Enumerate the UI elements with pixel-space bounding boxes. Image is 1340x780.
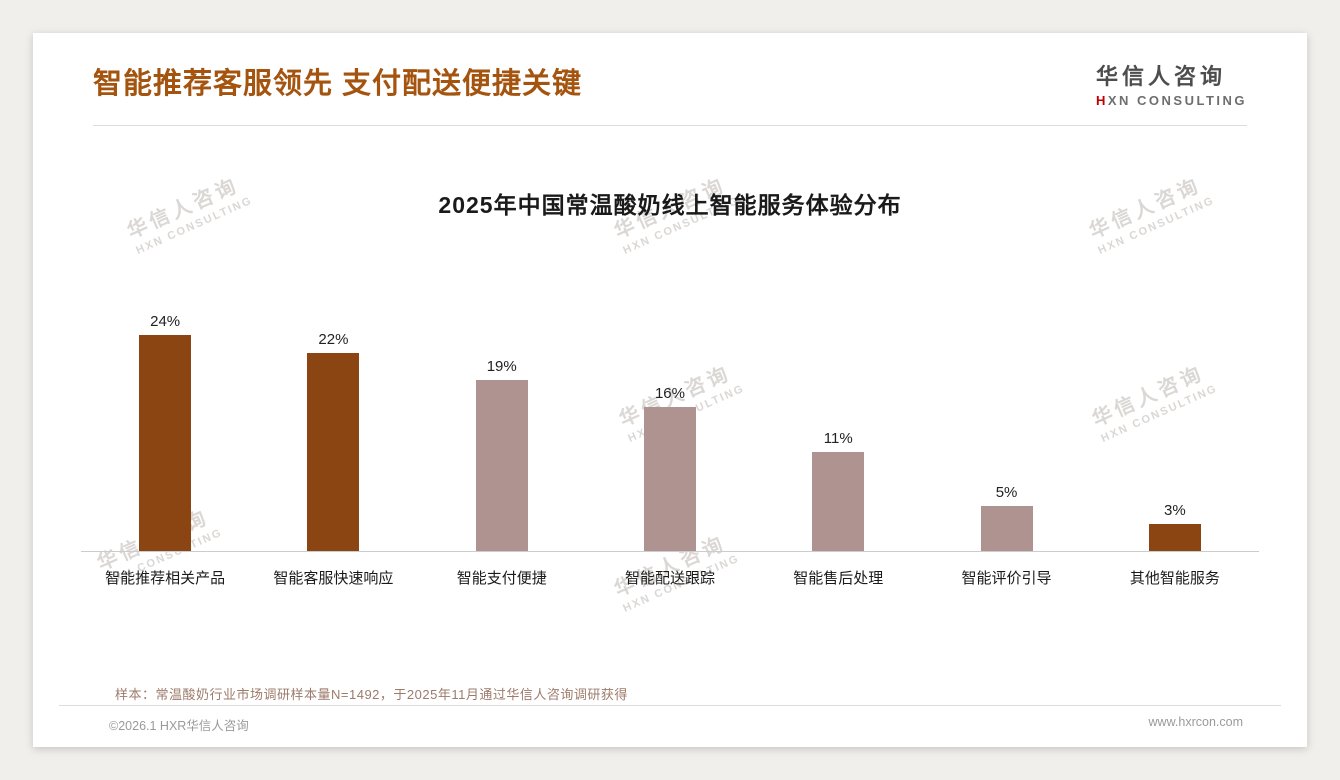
bar bbox=[980, 506, 1033, 551]
bar-chart: 2025年中国常温酸奶线上智能服务体验分布 24% 22% 19% 16% 11% 5% 3… bbox=[33, 186, 1307, 588]
bar-group-4: 16% bbox=[586, 385, 754, 551]
header: 智能推荐客服领先 支付配送便捷关键 华信人咨询 HXN CONSULTING bbox=[93, 33, 1247, 126]
slide-card: 华信人咨询 HXN CONSULTING 华信人咨询 HXN CONSULTING 华信… bbox=[33, 33, 1307, 747]
logo-cn-text: 华信人咨询 bbox=[1095, 64, 1226, 89]
bar-value-label: 22% bbox=[318, 331, 349, 348]
bar-value-label: 3% bbox=[1163, 502, 1186, 519]
bar-value-label: 11% bbox=[823, 430, 853, 447]
bar-group-6: 5% bbox=[922, 484, 1090, 551]
bar bbox=[1148, 524, 1201, 551]
x-axis-label: 智能配送跟踪 bbox=[624, 570, 715, 587]
bar bbox=[139, 335, 192, 551]
website-url: www.hxrcon.com bbox=[1148, 715, 1243, 729]
bar bbox=[475, 380, 528, 551]
x-axis-labels: 智能推荐相关产品 智能客服快速响应 智能支付便捷 智能配送跟踪 智能售后处理 智能评价引导… bbox=[81, 552, 1259, 588]
logo: 华信人咨询 HXN CONSULTING bbox=[1096, 59, 1247, 108]
footer: ©2026.1 HXR华信人咨询 www.hxrcon.com bbox=[59, 705, 1281, 734]
bar-value-label: 16% bbox=[654, 385, 685, 402]
copyright-text: ©2026.1 HXR华信人咨询 bbox=[109, 719, 249, 733]
plot-area: 24% 22% 19% 16% 11% 5% 3% bbox=[81, 312, 1259, 552]
x-axis-label: 智能评价引导 bbox=[961, 570, 1052, 587]
plot-wrap: 24% 22% 19% 16% 11% 5% 3% 智能推荐相关产品 智能客服快速响应 智能支付… bbox=[81, 312, 1259, 588]
x-axis-label: 其他智能服务 bbox=[1129, 570, 1220, 587]
x-axis-label: 智能支付便捷 bbox=[456, 570, 547, 587]
bar-group-7: 3% bbox=[1091, 502, 1259, 551]
bar bbox=[307, 353, 360, 551]
bar-value-label: 5% bbox=[995, 484, 1018, 501]
sample-note: 样本：常温酸奶行业市场调研样本量N=1492，于2025年11月通过华信人咨询调… bbox=[115, 687, 628, 702]
x-axis-label: 智能售后处理 bbox=[793, 570, 884, 587]
bar-value-label: 19% bbox=[486, 358, 517, 375]
bar bbox=[812, 452, 865, 551]
bar bbox=[643, 407, 696, 551]
chart-title: 2025年中国常温酸奶线上智能服务体验分布 bbox=[438, 192, 902, 218]
x-axis-label: 智能推荐相关产品 bbox=[105, 570, 226, 587]
logo-en-text: HXN CONSULTING bbox=[1095, 93, 1247, 108]
x-axis-label: 智能客服快速响应 bbox=[273, 570, 394, 587]
bar-group-1: 24% bbox=[81, 313, 249, 551]
bar-group-5: 11% bbox=[754, 430, 922, 551]
page-title: 智能推荐客服领先 支付配送便捷关键 bbox=[93, 67, 583, 100]
bar-value-label: 24% bbox=[150, 313, 181, 330]
bar-group-3: 19% bbox=[418, 358, 586, 551]
bar-group-2: 22% bbox=[249, 331, 417, 551]
